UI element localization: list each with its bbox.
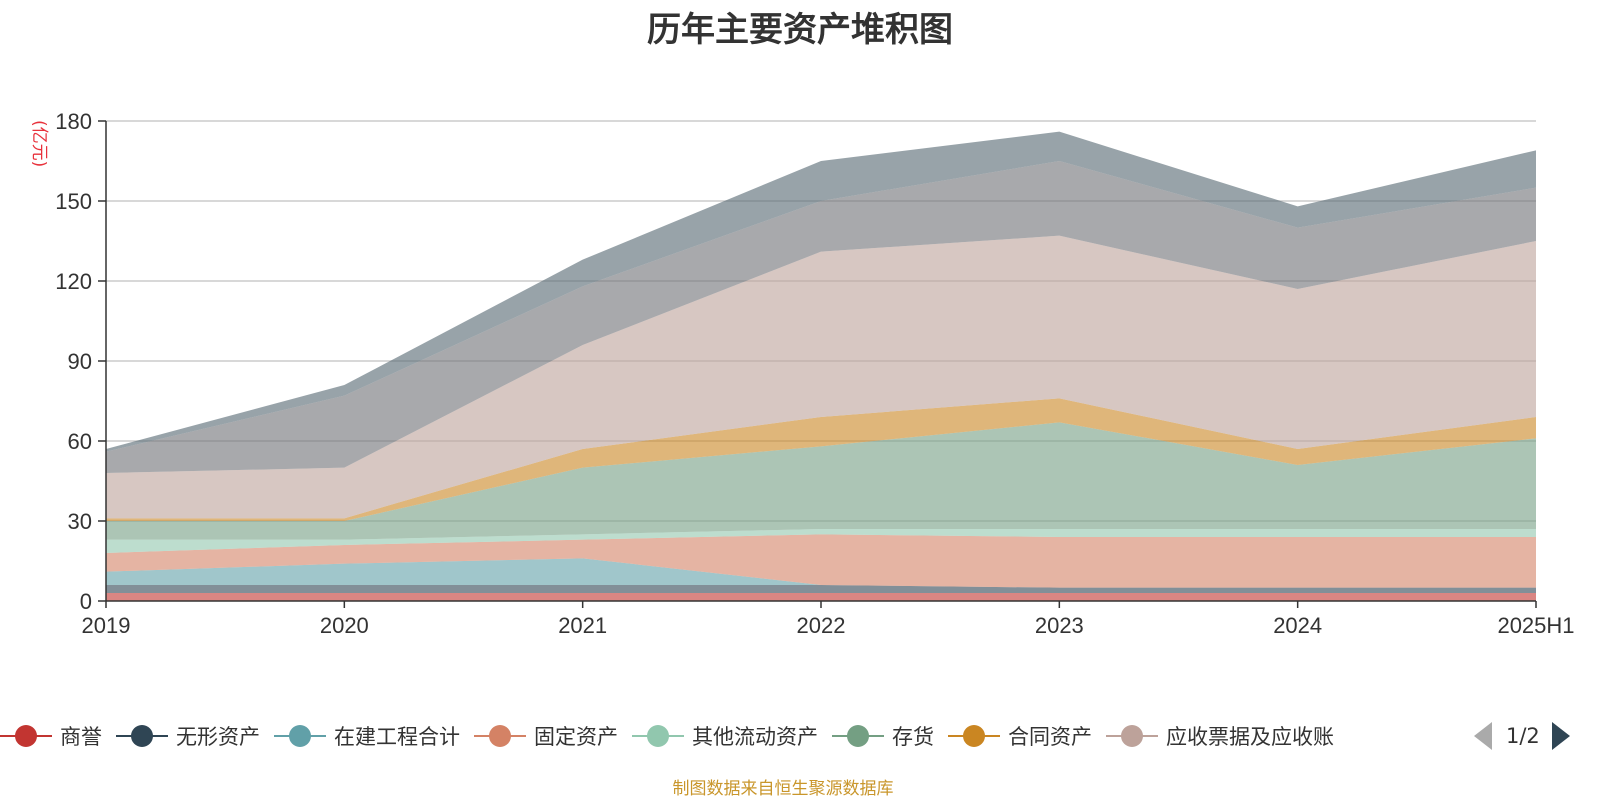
x-axis-ticks: 2019 2020 2021 2022 2023 2024 2025H1 (82, 601, 1575, 638)
x-tick-label-6: 2025H1 (1497, 613, 1574, 638)
x-tick-label-3: 2022 (797, 613, 846, 638)
legend-pager: 1/2 (1470, 716, 1600, 756)
legend-item-5[interactable]: 存货 (832, 716, 934, 756)
x-tick-label-1: 2020 (320, 613, 369, 638)
legend-item-6[interactable]: 合同资产 (948, 716, 1092, 756)
stacked-area-chart: 0 30 60 90 120 150 180 2019 2020 2021 2022 2023 202… (55, 109, 1575, 638)
y-tick-label-6: 180 (55, 109, 92, 134)
legend-item-0[interactable]: 商誉 (0, 716, 102, 756)
area-series-9 (106, 131, 1536, 452)
legend-label: 在建工程合计 (334, 725, 460, 749)
area-series-1 (106, 585, 1536, 593)
y-tick-label-0: 0 (80, 589, 92, 614)
area-series-8 (106, 161, 1536, 473)
area-series-4 (106, 529, 1536, 553)
legend-label: 商誉 (60, 725, 102, 749)
area-series (106, 131, 1536, 601)
y-tick-label-2: 60 (68, 429, 92, 454)
y-axis-ticks: 0 30 60 90 120 150 180 (55, 109, 106, 614)
area-series-2 (106, 558, 1536, 588)
legend-label: 合同资产 (1008, 725, 1092, 749)
legend-page-indicator: 1/2 (1506, 724, 1540, 748)
legend-label: 无形资产 (176, 725, 260, 749)
area-series-5 (106, 422, 1536, 540)
legend-item-4[interactable]: 其他流动资产 (632, 716, 818, 756)
legend-label: 固定资产 (534, 725, 618, 749)
legend-item-3[interactable]: 固定资产 (474, 716, 618, 756)
y-tick-label-5: 150 (55, 189, 92, 214)
legend-item-7[interactable]: 应收票据及应收账 (1106, 716, 1334, 756)
y-tick-label-1: 30 (68, 509, 92, 534)
legend-marker-icon (274, 723, 326, 749)
legend-marker-icon (474, 723, 526, 749)
x-tick-label-4: 2023 (1035, 613, 1084, 638)
chart-title: 历年主要资产堆积图 (647, 10, 953, 50)
legend-item-2[interactable]: 在建工程合计 (274, 716, 460, 756)
legend-marker-icon (948, 723, 1000, 749)
legend: 商誉 无形资产 在建工程合计 固定资产 其他流动资产 存货 合同资产 应收票据及应收账 (0, 716, 1484, 756)
legend-marker-icon (116, 723, 168, 749)
x-tick-label-2: 2021 (558, 613, 607, 638)
y-tick-label-4: 120 (55, 269, 92, 294)
legend-marker-icon (832, 723, 884, 749)
y-tick-label-3: 90 (68, 349, 92, 374)
legend-marker-icon (1106, 723, 1158, 749)
legend-marker-icon (0, 723, 52, 749)
legend-label: 应收票据及应收账 (1166, 725, 1334, 749)
legend-marker-icon (632, 723, 684, 749)
data-source-note: 制图数据来自恒生聚源数据库 (672, 779, 894, 799)
area-series-3 (106, 534, 1536, 588)
legend-item-1[interactable]: 无形资产 (116, 716, 260, 756)
area-series-0 (106, 593, 1536, 601)
x-tick-label-5: 2024 (1273, 613, 1322, 638)
x-tick-label-0: 2019 (82, 613, 131, 638)
area-series-6 (106, 398, 1536, 521)
legend-label: 其他流动资产 (692, 725, 818, 749)
triangle-right-icon[interactable] (1551, 722, 1570, 750)
legend-label: 存货 (892, 725, 934, 749)
triangle-left-icon[interactable] (1474, 722, 1492, 750)
y-axis-unit: (亿元) (29, 120, 49, 168)
area-series-7 (106, 235, 1536, 519)
